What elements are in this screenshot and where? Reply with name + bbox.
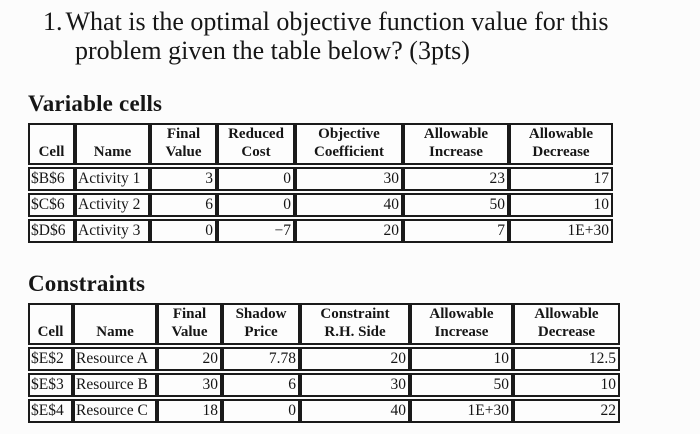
header-cell: Allowable Decrease [509, 123, 613, 165]
data-cell: $D$6 [28, 219, 75, 243]
data-cell: 50 [403, 193, 509, 217]
question-line-1: 1. What is the optimal objective function… [43, 7, 700, 36]
data-cell: −7 [217, 219, 295, 243]
question-text: 1. What is the optimal objective function… [43, 0, 700, 65]
header-cell: Constraint R.H. Side [300, 303, 410, 345]
data-cell: $E$4 [28, 399, 73, 423]
variable-cells-heading: Variable cells [28, 91, 163, 116]
header-cell: Name [73, 303, 157, 345]
table-row: $B$6 Activity 1 3 0 30 23 17 [28, 167, 613, 191]
data-cell: 10 [509, 193, 613, 217]
data-cell: 40 [300, 399, 410, 423]
header-cell: Final Value [150, 123, 217, 165]
data-cell: 22 [513, 399, 620, 423]
constraints-heading: Constraints [28, 271, 146, 296]
table-row: $E$3 Resource B 30 6 30 50 10 [28, 373, 620, 397]
data-cell: 6 [150, 193, 217, 217]
data-cell: Activity 3 [75, 219, 150, 243]
data-cell: 10 [410, 347, 513, 371]
data-cell: 1E+30 [410, 399, 513, 423]
data-cell: 12.5 [513, 347, 620, 371]
data-cell: Activity 2 [75, 193, 150, 217]
header-cell: Allowable Increase [403, 123, 509, 165]
data-cell: 20 [300, 347, 410, 371]
table-row: $C$6 Activity 2 6 0 40 50 10 [28, 193, 613, 217]
table-header-row: Cell Name Final Value Reduced Cost Objec… [28, 123, 613, 165]
data-cell: 20 [157, 347, 222, 371]
constraints-table: Cell Name Final Value Shadow Price Const… [28, 301, 620, 425]
data-cell: 23 [403, 167, 509, 191]
data-cell: 7.78 [222, 347, 300, 371]
data-cell: $E$3 [28, 373, 73, 397]
question-line-1-text: What is the optimal objective function v… [65, 7, 609, 36]
table-header-row: Cell Name Final Value Shadow Price Const… [28, 303, 620, 345]
data-cell: $C$6 [28, 193, 75, 217]
header-cell: Allowable Decrease [513, 303, 620, 345]
table-row: $E$4 Resource C 18 0 40 1E+30 22 [28, 399, 620, 423]
data-cell: 0 [217, 193, 295, 217]
data-cell: 3 [150, 167, 217, 191]
table-row: $D$6 Activity 3 0 −7 20 7 1E+30 [28, 219, 613, 243]
header-cell: Objective Coefficient [295, 123, 403, 165]
data-cell: 30 [300, 373, 410, 397]
question-line-2: problem given the table below? (3pts) [75, 36, 470, 65]
header-cell: Cell [28, 123, 75, 165]
variable-cells-table: Cell Name Final Value Reduced Cost Objec… [28, 121, 613, 245]
data-cell: 1E+30 [509, 219, 613, 243]
data-cell: 7 [403, 219, 509, 243]
data-cell: 0 [217, 167, 295, 191]
header-cell: Name [75, 123, 150, 165]
table-row: $E$2 Resource A 20 7.78 20 10 12.5 [28, 347, 620, 371]
data-cell: Resource C [73, 399, 157, 423]
data-cell: $B$6 [28, 167, 75, 191]
header-cell: Final Value [157, 303, 222, 345]
data-cell: Activity 1 [75, 167, 150, 191]
header-cell: Shadow Price [222, 303, 300, 345]
data-cell: 0 [150, 219, 217, 243]
data-cell: 10 [513, 373, 620, 397]
header-cell: Cell [28, 303, 73, 345]
data-cell: Resource A [73, 347, 157, 371]
data-cell: 50 [410, 373, 513, 397]
data-cell: 18 [157, 399, 222, 423]
data-cell: 20 [295, 219, 403, 243]
data-cell: 0 [222, 399, 300, 423]
data-cell: Resource B [73, 373, 157, 397]
question-number: 1. [43, 7, 63, 36]
data-cell: 6 [222, 373, 300, 397]
data-cell: $E$2 [28, 347, 73, 371]
header-cell: Allowable Increase [410, 303, 513, 345]
data-cell: 30 [295, 167, 403, 191]
data-cell: 30 [157, 373, 222, 397]
data-cell: 40 [295, 193, 403, 217]
header-cell: Reduced Cost [217, 123, 295, 165]
data-cell: 17 [509, 167, 613, 191]
